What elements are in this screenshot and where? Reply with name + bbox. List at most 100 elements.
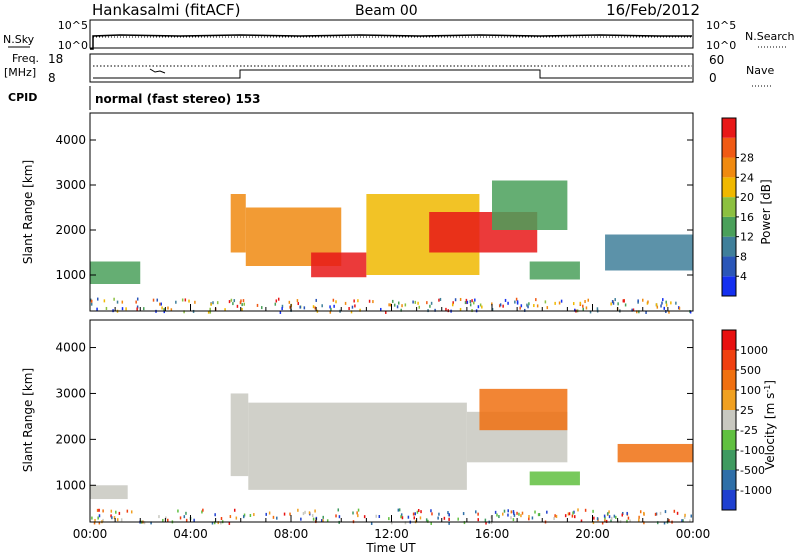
power-colorbar-swatch	[722, 137, 736, 158]
power-ground-speck	[612, 301, 615, 305]
velocity-ground-speck	[513, 511, 515, 515]
velocity-ground-speck	[337, 508, 340, 512]
power-ground-speck	[528, 302, 530, 306]
cpid-label: CPID	[8, 91, 37, 104]
power-panel: 1000 2000 3000 4000 Slant Range [km]	[21, 112, 694, 314]
power-ground-speck	[209, 310, 212, 314]
power-colorbar-swatch	[722, 276, 736, 296]
velocity-ground-speck	[567, 512, 570, 516]
power-ground-speck	[429, 304, 431, 308]
power-ground-speck	[622, 299, 625, 303]
power-ytick-label: 4000	[55, 133, 86, 147]
velocity-ground-speck	[283, 512, 286, 516]
velocity-ground-speck	[397, 508, 400, 512]
velocity-ground-speck	[314, 509, 316, 513]
power-ground-speck	[647, 300, 649, 304]
power-region-7	[529, 261, 580, 280]
velocity-colorbar-swatch	[722, 350, 736, 370]
velocity-ground-speck	[601, 521, 604, 525]
velocity-region-5	[529, 471, 580, 486]
power-ground-speck	[113, 297, 115, 301]
power-ground-speck	[398, 301, 400, 305]
noise-tick-hi-right: 10^5	[706, 19, 736, 32]
velocity-ground-speck	[93, 521, 96, 525]
nave-tick-lo: 0	[709, 71, 717, 85]
velocity-ground-speck	[448, 521, 450, 525]
velocity-ground-speck	[388, 517, 390, 521]
power-colorbar-swatch	[722, 177, 736, 198]
power-ground-speck	[288, 300, 291, 304]
power-ground-speck	[207, 310, 210, 314]
velocity-xtick-label: 12:00	[374, 527, 409, 541]
velocity-ground-speck	[683, 515, 686, 519]
velocity-ground-speck	[217, 521, 220, 525]
power-ground-speck	[240, 299, 242, 303]
date-title: 16/Feb/2012	[606, 1, 700, 19]
velocity-ground-speck	[233, 508, 236, 512]
velocity-ground-speck	[167, 518, 169, 522]
velocity-ground-speck	[201, 510, 203, 514]
power-ground-speck	[645, 310, 647, 314]
power-ground-speck	[617, 302, 619, 306]
velocity-ground-speck	[335, 514, 337, 518]
power-ground-speck	[469, 300, 472, 304]
velocity-ground-speck	[357, 508, 360, 512]
velocity-ground-speck	[498, 515, 500, 519]
velocity-ground-speck	[179, 516, 182, 520]
power-ground-speck	[638, 310, 640, 314]
power-ground-speck	[348, 307, 350, 311]
velocity-colorbar-tick-label: 500	[740, 364, 761, 377]
velocity-ground-speck	[490, 515, 493, 519]
power-ground-speck	[354, 304, 356, 308]
power-ground-speck	[135, 300, 137, 304]
velocity-ground-speck	[412, 512, 415, 516]
power-ground-speck	[136, 305, 139, 309]
power-ground-speck	[445, 307, 447, 311]
noise-tick-lo-right: 10^0	[706, 39, 736, 52]
power-ground-speck	[239, 301, 242, 305]
power-ground-speck	[466, 300, 469, 304]
power-ground-speck	[670, 301, 672, 305]
power-ground-speck	[661, 301, 663, 305]
power-ground-speck	[572, 302, 575, 306]
power-ground-speck	[426, 301, 428, 305]
power-ground-speck	[689, 310, 692, 314]
velocity-ground-speck	[235, 516, 238, 520]
power-ground-speck	[582, 307, 585, 311]
velocity-ground-speck	[484, 518, 487, 522]
velocity-ground-speck	[610, 516, 613, 520]
power-ground-speck	[665, 310, 667, 314]
velocity-region-1	[230, 393, 249, 477]
velocity-ground-speck	[592, 509, 594, 513]
power-ground-speck	[351, 305, 354, 309]
velocity-ground-speck	[98, 514, 101, 518]
power-ground-speck	[417, 301, 419, 305]
power-ground-speck	[596, 307, 599, 311]
velocity-ground-speck	[608, 515, 611, 519]
power-ground-speck	[452, 301, 454, 305]
power-ground-speck	[523, 308, 526, 312]
velocity-ground-speck	[682, 519, 684, 523]
velocity-ground-speck	[193, 518, 195, 522]
velocity-ground-speck	[378, 515, 381, 519]
velocity-ground-speck	[608, 510, 610, 514]
power-ground-speck	[136, 307, 138, 311]
power-ground-speck	[181, 298, 184, 302]
velocity-colorbar-swatch	[722, 450, 736, 470]
power-ground-speck	[315, 298, 317, 302]
power-ground-speck	[438, 298, 440, 302]
power-ground-speck	[241, 307, 243, 311]
power-ground-speck	[662, 298, 664, 302]
power-ground-speck	[663, 306, 665, 310]
power-region-0	[90, 261, 141, 284]
velocity-ground-speck	[654, 512, 657, 516]
power-ground-speck	[610, 302, 612, 306]
velocity-ground-speck	[202, 508, 204, 512]
velocity-x-ticks: 00:00 04:00 08:00 12:00 16:00 20:00 00:00	[73, 515, 710, 541]
power-ground-speck	[289, 305, 291, 309]
power-ground-speck	[299, 305, 301, 309]
velocity-ground-speck	[97, 516, 99, 520]
velocity-ground-speck	[571, 514, 574, 518]
velocity-ground-speck	[668, 519, 670, 523]
velocity-xtick-label: 04:00	[173, 527, 208, 541]
